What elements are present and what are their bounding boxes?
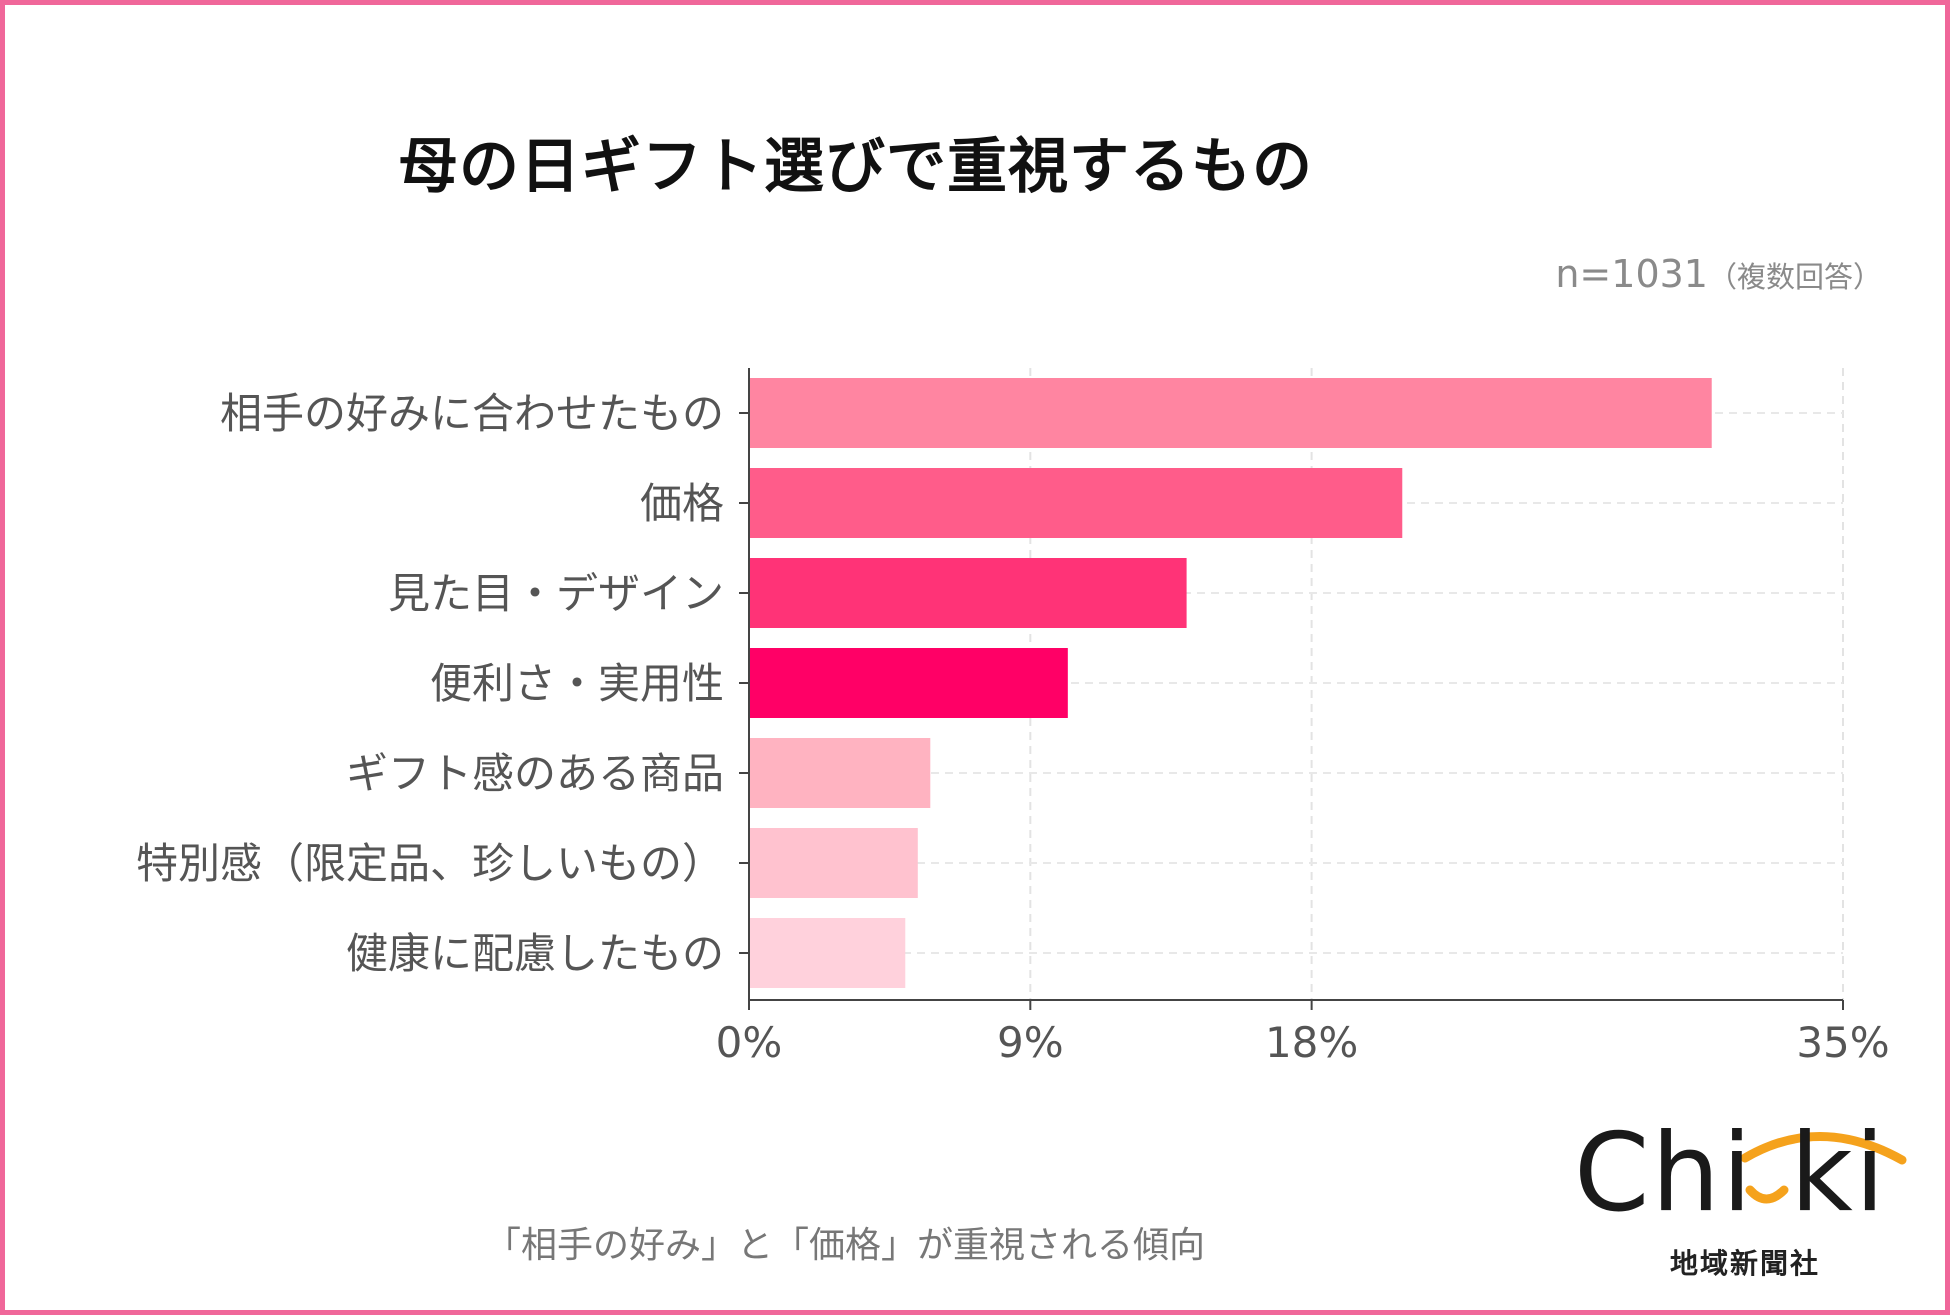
x-tick-label: 35% [1796, 1018, 1889, 1067]
bar [749, 558, 1187, 628]
category-label: 特別感（限定品、珍しいもの） [136, 839, 724, 888]
bar [749, 378, 1712, 448]
category-label: 見た目・デザイン [388, 569, 724, 618]
bar [749, 738, 931, 808]
x-tick-label: 9% [997, 1018, 1064, 1067]
chart-title: 母の日ギフト選びで重視するもの [398, 132, 1313, 202]
chiiki-logo: Chi ki 地域新聞社 [1570, 1120, 1910, 1280]
sample-size-n: n=1031 [1555, 252, 1708, 296]
category-label: 価格 [640, 479, 724, 528]
chart-caption: 「相手の好み」と「価格」が重視される傾向 [484, 1225, 1205, 1266]
x-tick-label: 0% [716, 1018, 783, 1067]
bar [749, 828, 918, 898]
logo-wordmark: Chi ki [1574, 1111, 1887, 1236]
category-label: ギフト感のある商品 [346, 749, 724, 798]
logo-subtitle: 地域新聞社 [1670, 1247, 1821, 1280]
sample-size-note: （複数回答） [1707, 260, 1882, 294]
logo-arc-icon [1740, 1132, 1907, 1204]
category-label: 相手の好みに合わせたもの [220, 389, 724, 438]
x-tick-label: 18% [1265, 1018, 1358, 1067]
sample-size: n=1031（複数回答） [1555, 252, 1882, 296]
category-label: 便利さ・実用性 [430, 659, 724, 708]
bar [749, 468, 1403, 538]
bar [749, 918, 906, 988]
bar-chart: 相手の好みに合わせたもの価格見た目・デザイン便利さ・実用性ギフト感のある商品特別… [136, 368, 1890, 1067]
category-label: 健康に配慮したもの [346, 929, 724, 978]
bar [749, 648, 1068, 718]
